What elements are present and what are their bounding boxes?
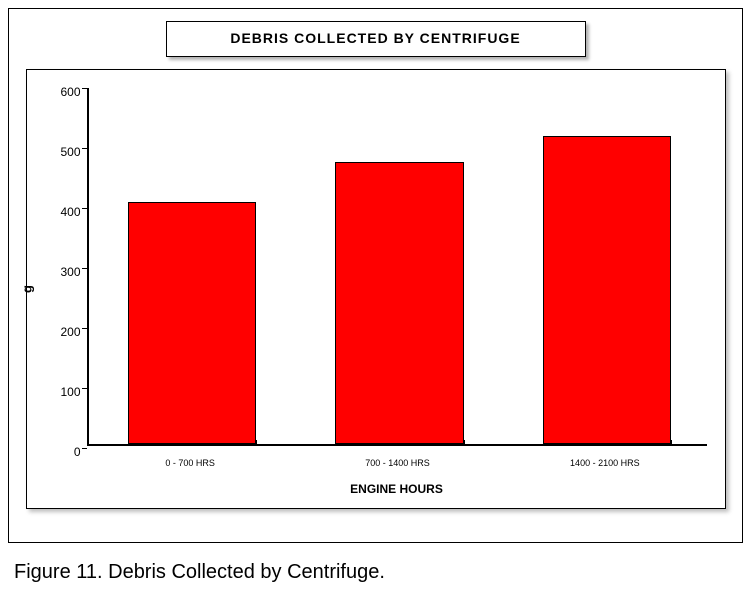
y-tick-mark (82, 328, 87, 329)
data-bar (543, 136, 672, 444)
x-tick-mark (671, 440, 672, 446)
x-tick-mark (543, 440, 544, 446)
y-tick-label: 400 (45, 205, 81, 219)
y-tick-label: 500 (45, 145, 81, 159)
y-tick-mark (82, 148, 87, 149)
x-tick-label: 1400 - 2100 HRS (570, 458, 640, 468)
y-axis-label: g (19, 285, 34, 293)
x-tick-mark (256, 440, 257, 446)
y-tick-label: 300 (45, 265, 81, 279)
x-tick-label: 700 - 1400 HRS (365, 458, 430, 468)
y-tick-label: 100 (45, 385, 81, 399)
chart-outer-frame: DEBRIS COLLECTED BY CENTRIFUGE g 0 100 200… (8, 8, 743, 543)
y-tick-label: 200 (45, 325, 81, 339)
data-bar (128, 202, 257, 444)
figure-container: DEBRIS COLLECTED BY CENTRIFUGE g 0 100 200… (0, 0, 755, 603)
x-axis-labels: 0 - 700 HRS 700 - 1400 HRS 1400 - 2100 HRS (87, 458, 707, 474)
y-tick-label: 0 (45, 445, 81, 459)
y-tick-mark (82, 208, 87, 209)
plot-frame: g 0100200300400500600 0 - 700 HRS700 - 1… (26, 69, 726, 509)
y-tick-mark (82, 268, 87, 269)
x-axis-label: ENGINE HOURS (87, 482, 707, 496)
x-tick-label: 0 - 700 HRS (165, 458, 215, 468)
y-tick-mark (82, 88, 87, 89)
chart-title: DEBRIS COLLECTED BY CENTRIFUGE (230, 30, 520, 46)
data-bar (335, 162, 464, 444)
y-tick-mark (82, 448, 87, 449)
x-tick-mark (464, 440, 465, 446)
x-tick-mark (128, 440, 129, 446)
y-axis: 0100200300400500600 (45, 88, 81, 446)
plot-area (87, 88, 707, 446)
y-tick-mark (82, 388, 87, 389)
chart-title-box: DEBRIS COLLECTED BY CENTRIFUGE (166, 21, 586, 57)
figure-caption: Figure 11. Debris Collected by Centrifug… (14, 561, 747, 584)
x-tick-mark (335, 440, 336, 446)
y-tick-label: 600 (45, 85, 81, 99)
